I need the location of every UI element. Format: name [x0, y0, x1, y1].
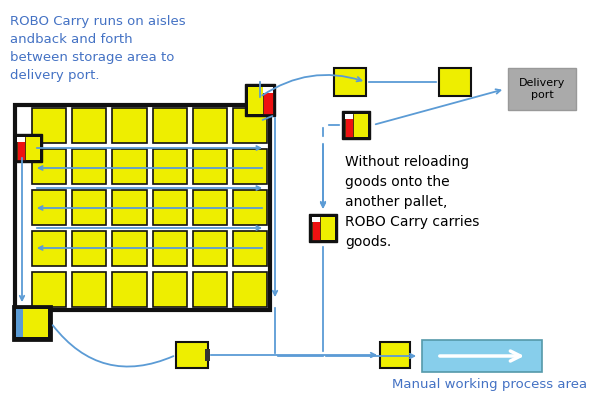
Bar: [245, 84, 275, 116]
Bar: [233, 272, 267, 307]
Bar: [72, 190, 107, 225]
Bar: [72, 108, 107, 143]
Bar: [16, 137, 25, 160]
Bar: [193, 231, 227, 266]
Bar: [16, 309, 23, 337]
Bar: [439, 68, 471, 96]
Bar: [233, 149, 267, 184]
Text: ROBO Carry runs on aisles
andback and forth
between storage area to
delivery por: ROBO Carry runs on aisles andback and fo…: [10, 15, 185, 82]
Bar: [311, 217, 320, 222]
Bar: [309, 214, 337, 242]
Bar: [32, 149, 66, 184]
Bar: [72, 272, 107, 307]
Bar: [113, 108, 146, 143]
Bar: [16, 137, 40, 160]
Bar: [247, 86, 273, 114]
Bar: [193, 108, 227, 143]
Bar: [176, 342, 208, 368]
Bar: [152, 231, 187, 266]
Bar: [422, 340, 542, 372]
Bar: [32, 108, 66, 143]
Bar: [32, 190, 66, 225]
Bar: [16, 309, 48, 337]
Bar: [508, 68, 576, 110]
Bar: [152, 272, 187, 307]
Bar: [113, 272, 146, 307]
Bar: [344, 114, 367, 137]
Bar: [32, 231, 66, 266]
Bar: [344, 114, 353, 119]
Bar: [263, 86, 273, 93]
Bar: [233, 190, 267, 225]
Bar: [152, 190, 187, 225]
Bar: [193, 190, 227, 225]
Bar: [334, 68, 366, 96]
Bar: [311, 217, 335, 240]
Bar: [72, 149, 107, 184]
Bar: [16, 137, 25, 142]
Bar: [113, 231, 146, 266]
Bar: [233, 108, 267, 143]
Bar: [311, 217, 320, 240]
Bar: [152, 108, 187, 143]
Bar: [13, 306, 51, 340]
Bar: [32, 272, 66, 307]
Bar: [72, 231, 107, 266]
Text: Manual working process area: Manual working process area: [393, 378, 588, 391]
Bar: [342, 111, 370, 139]
Bar: [263, 86, 273, 114]
Text: Delivery
port: Delivery port: [519, 78, 565, 100]
Bar: [113, 149, 146, 184]
Bar: [14, 134, 42, 162]
Bar: [233, 231, 267, 266]
Bar: [113, 190, 146, 225]
Bar: [152, 149, 187, 184]
Text: Without reloading
goods onto the
another pallet,
ROBO Carry carries
goods.: Without reloading goods onto the another…: [345, 155, 479, 249]
Bar: [205, 349, 210, 361]
Bar: [193, 149, 227, 184]
Bar: [15, 105, 270, 310]
Bar: [344, 114, 353, 137]
Bar: [193, 272, 227, 307]
Bar: [380, 342, 410, 368]
